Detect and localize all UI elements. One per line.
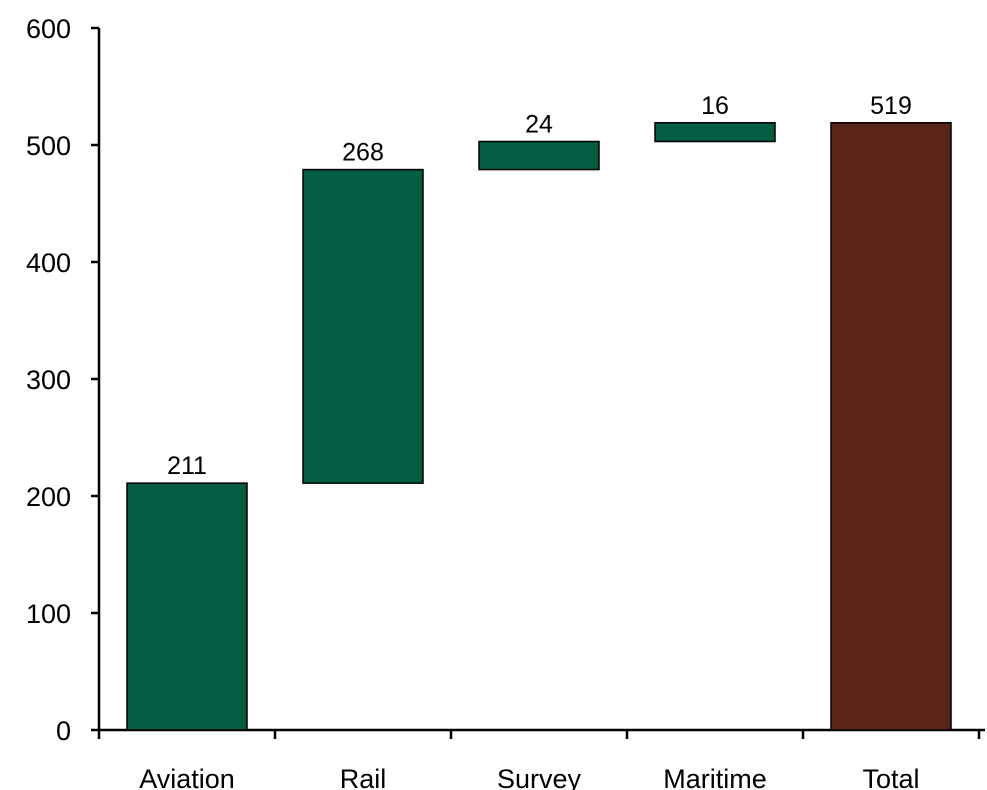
category-label-maritime: Maritime (663, 764, 767, 790)
bar-aviation (126, 482, 248, 731)
y-tick-label: 0 (56, 716, 71, 746)
category-labels: Aviation Rail Survey Maritime Total (139, 764, 919, 790)
y-tick-label: 500 (26, 131, 71, 161)
y-tick-label: 600 (26, 14, 71, 44)
data-label-maritime: 16 (701, 92, 729, 120)
bar-survey (478, 140, 600, 171)
data-label-rail: 268 (342, 139, 384, 167)
data-label-survey: 24 (525, 110, 553, 138)
data-label-aviation: 211 (167, 452, 207, 480)
y-tick-label: 100 (26, 599, 71, 629)
y-axis-ticks: 0 100 200 300 400 500 600 (26, 14, 99, 746)
data-label-total: 519 (870, 92, 912, 120)
category-label-aviation: Aviation (139, 764, 235, 790)
x-axis-ticks (97, 730, 981, 739)
data-labels: 211 268 24 16 519 (167, 92, 912, 480)
bar-maritime (654, 122, 776, 143)
category-label-total: Total (862, 764, 919, 790)
category-label-rail: Rail (340, 764, 387, 790)
bars (126, 122, 952, 731)
category-label-survey: Survey (497, 764, 582, 790)
bar-rail (302, 168, 424, 484)
y-tick-label: 200 (26, 482, 71, 512)
y-tick-label: 400 (26, 248, 71, 278)
y-tick-label: 300 (26, 365, 71, 395)
bar-total (830, 122, 952, 731)
